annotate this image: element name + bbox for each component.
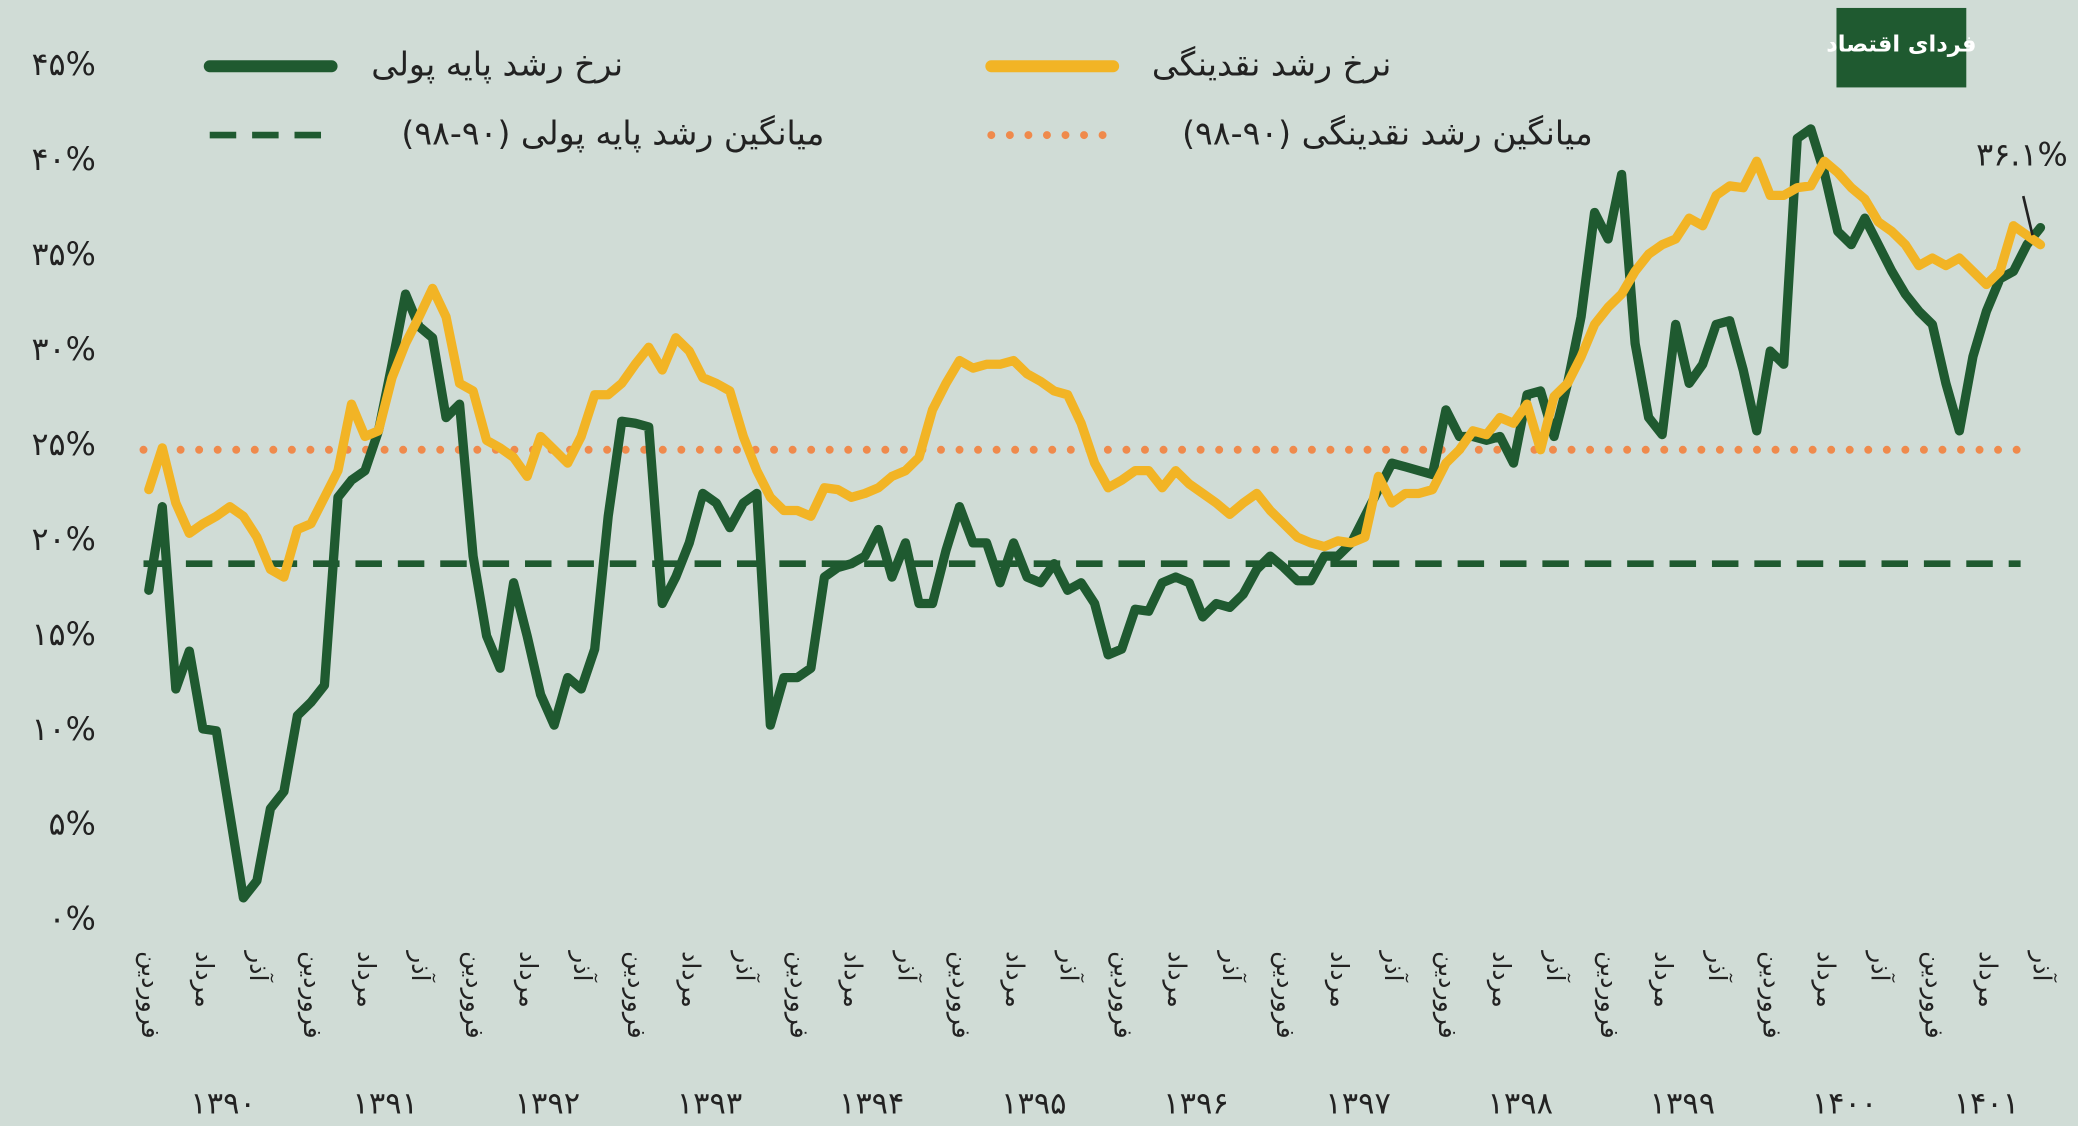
x-tick-label: مرداد (675, 951, 705, 1008)
x-tick-label: آذر (1379, 949, 1409, 982)
y-tick-label: ۲۵% (31, 426, 95, 463)
x-tick-label: فروردین (1918, 951, 1948, 1039)
x-tick-label: فروردین (1756, 951, 1786, 1039)
legend-label: میانگین رشد پایه پولی (۹۰-۹۸) (401, 114, 824, 153)
year-label: ۱۳۹۵ (1001, 1086, 1066, 1121)
y-tick-label: ۳۰% (31, 331, 95, 368)
x-tick-label: فروردین (459, 951, 489, 1039)
x-tick-label: مرداد (1486, 951, 1516, 1008)
legend-label: میانگین رشد نقدینگی (۹۰-۹۸) (1182, 114, 1593, 153)
x-tick-label: آذر (2027, 949, 2057, 982)
x-tick-label: فروردین (297, 951, 327, 1039)
legend-label: نرخ رشد نقدینگی (1152, 45, 1391, 84)
x-tick-label: مرداد (837, 951, 867, 1008)
page: {"chart_data": { "type": "line", "logo":… (0, 0, 2078, 1126)
y-tick-label: ۲۰% (31, 521, 95, 558)
x-tick-label: آذر (1541, 949, 1571, 982)
x-tick-label: فروردین (946, 951, 976, 1039)
year-label: ۱۴۰۱ (1954, 1086, 2019, 1121)
x-tick-label: مرداد (1162, 951, 1192, 1008)
year-label: ۱۳۹۳ (677, 1086, 742, 1121)
legend-label: نرخ رشد پایه پولی (371, 45, 623, 84)
year-label: ۱۳۹۷ (1325, 1086, 1390, 1121)
x-tick-label: فروردین (783, 951, 813, 1039)
x-tick-label: آذر (406, 949, 436, 982)
x-tick-label: آذر (244, 949, 274, 982)
x-tick-label: فروردین (1108, 951, 1138, 1039)
year-label: ۱۳۹۰ (190, 1086, 255, 1121)
y-tick-label: ۱۵% (31, 616, 95, 653)
x-tick-label: آذر (1217, 949, 1247, 982)
x-tick-label: فروردین (1270, 951, 1300, 1039)
year-label: ۱۳۹۸ (1488, 1086, 1553, 1121)
year-label: ۱۳۹۶ (1163, 1086, 1228, 1121)
x-tick-label: مرداد (189, 951, 219, 1008)
x-tick-label: مرداد (1972, 951, 2002, 1008)
logo: فردای اقتصاد (1826, 32, 1976, 58)
y-tick-label: ۱۰% (31, 711, 95, 748)
y-tick-label: ۳۵% (31, 236, 95, 273)
x-tick-label: فروردین (621, 951, 651, 1039)
x-tick-label: آذر (892, 949, 922, 982)
y-tick-label: ۵% (49, 806, 96, 843)
x-tick-label: مرداد (513, 951, 543, 1008)
x-tick-label: مرداد (1324, 951, 1354, 1008)
chart: فردای اقتصاد ۰% ۵% ۱۰% ۱۵% ۲۰% ۲۵% ۳۰% ۳۵% ۴۰% ۴۵… (0, 0, 2078, 1126)
year-label: ۱۳۹۹ (1650, 1086, 1715, 1121)
year-label: ۱۳۹۴ (839, 1086, 904, 1121)
x-tick-label: آذر (1703, 949, 1733, 982)
x-tick-label: مرداد (351, 951, 381, 1008)
year-label: ۱۳۹۲ (515, 1086, 580, 1121)
x-tick-label: فروردین (1594, 951, 1624, 1039)
x-tick-label: آذر (568, 949, 598, 982)
y-tick-label: ۰% (49, 901, 96, 938)
x-tick-label: فروردین (135, 951, 165, 1039)
x-tick-label: آذر (730, 949, 760, 982)
x-tick-label: فروردین (1432, 951, 1462, 1039)
x-tick-label: مرداد (1810, 951, 1840, 1008)
year-label: ۱۳۹۱ (353, 1086, 418, 1121)
y-tick-label: ۴۰% (31, 141, 95, 178)
x-tick-label: آذر (1055, 949, 1085, 982)
year-label: ۱۴۰۰ (1812, 1086, 1877, 1121)
x-tick-label: مرداد (1648, 951, 1678, 1008)
annotation: ۳۶.۱% (1976, 136, 2068, 173)
x-tick-label: مرداد (1000, 951, 1030, 1008)
y-tick-label: ۴۵% (31, 46, 95, 83)
x-tick-label: آذر (1865, 949, 1895, 982)
